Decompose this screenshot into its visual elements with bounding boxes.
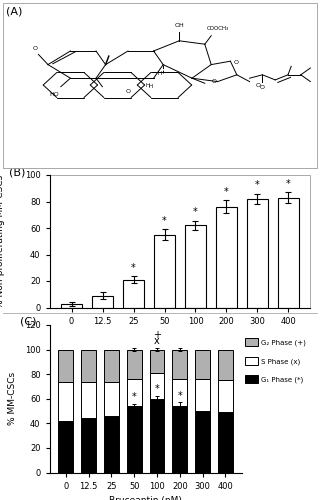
- Bar: [278, 198, 299, 308]
- Bar: [104, 382, 119, 416]
- Bar: [127, 350, 142, 379]
- Bar: [81, 382, 96, 418]
- Legend: G₂ Phase (+), S Phase (x), G₁ Phase (*): G₂ Phase (+), S Phase (x), G₁ Phase (*): [245, 338, 306, 384]
- Bar: [58, 421, 73, 472]
- Text: H: H: [148, 84, 152, 89]
- Bar: [104, 416, 119, 472]
- Bar: [149, 399, 164, 472]
- Text: (C): (C): [20, 316, 36, 326]
- Text: H: H: [145, 82, 149, 87]
- Text: *: *: [224, 187, 229, 197]
- Bar: [127, 406, 142, 472]
- Text: O: O: [33, 46, 38, 51]
- Bar: [61, 304, 82, 308]
- Text: *: *: [255, 180, 260, 190]
- Bar: [81, 418, 96, 472]
- Text: *: *: [155, 384, 159, 394]
- Bar: [247, 199, 268, 308]
- Text: O: O: [234, 60, 239, 66]
- Text: *: *: [162, 216, 167, 226]
- Bar: [155, 234, 175, 308]
- Bar: [58, 382, 73, 421]
- Bar: [92, 296, 113, 308]
- Text: (A): (A): [6, 7, 23, 17]
- Bar: [104, 350, 119, 382]
- Bar: [149, 373, 164, 399]
- Text: *: *: [131, 263, 136, 273]
- Bar: [172, 350, 187, 379]
- Bar: [172, 406, 187, 472]
- Bar: [195, 379, 210, 411]
- Y-axis label: % MM-CSCs: % MM-CSCs: [8, 372, 17, 426]
- Text: *: *: [132, 392, 137, 402]
- Bar: [124, 280, 144, 307]
- Bar: [58, 350, 73, 382]
- Text: +: +: [153, 330, 161, 340]
- Text: HO: HO: [50, 92, 59, 97]
- Bar: [185, 226, 205, 308]
- Text: O: O: [260, 85, 265, 90]
- Text: *: *: [286, 179, 291, 189]
- Text: O: O: [211, 79, 216, 84]
- Bar: [195, 411, 210, 472]
- Text: OH: OH: [174, 23, 184, 28]
- Text: COOCH₃: COOCH₃: [206, 26, 229, 30]
- Bar: [218, 350, 233, 380]
- X-axis label: Bruceantin (nM): Bruceantin (nM): [144, 331, 216, 340]
- Y-axis label: % Non-proliferating MM-CSCs: % Non-proliferating MM-CSCs: [0, 174, 5, 308]
- Text: H: H: [158, 71, 162, 76]
- Bar: [127, 379, 142, 406]
- Text: *: *: [193, 208, 198, 218]
- Bar: [216, 207, 236, 308]
- X-axis label: Bruceantin (nM): Bruceantin (nM): [109, 496, 182, 500]
- Text: x: x: [154, 336, 160, 346]
- Text: O: O: [125, 90, 131, 94]
- Bar: [149, 350, 164, 373]
- Text: O: O: [256, 84, 261, 88]
- Text: (B): (B): [9, 167, 26, 177]
- Bar: [218, 380, 233, 412]
- Text: *: *: [178, 390, 182, 400]
- Bar: [81, 350, 96, 382]
- Bar: [218, 412, 233, 472]
- Bar: [195, 350, 210, 379]
- Bar: [172, 379, 187, 406]
